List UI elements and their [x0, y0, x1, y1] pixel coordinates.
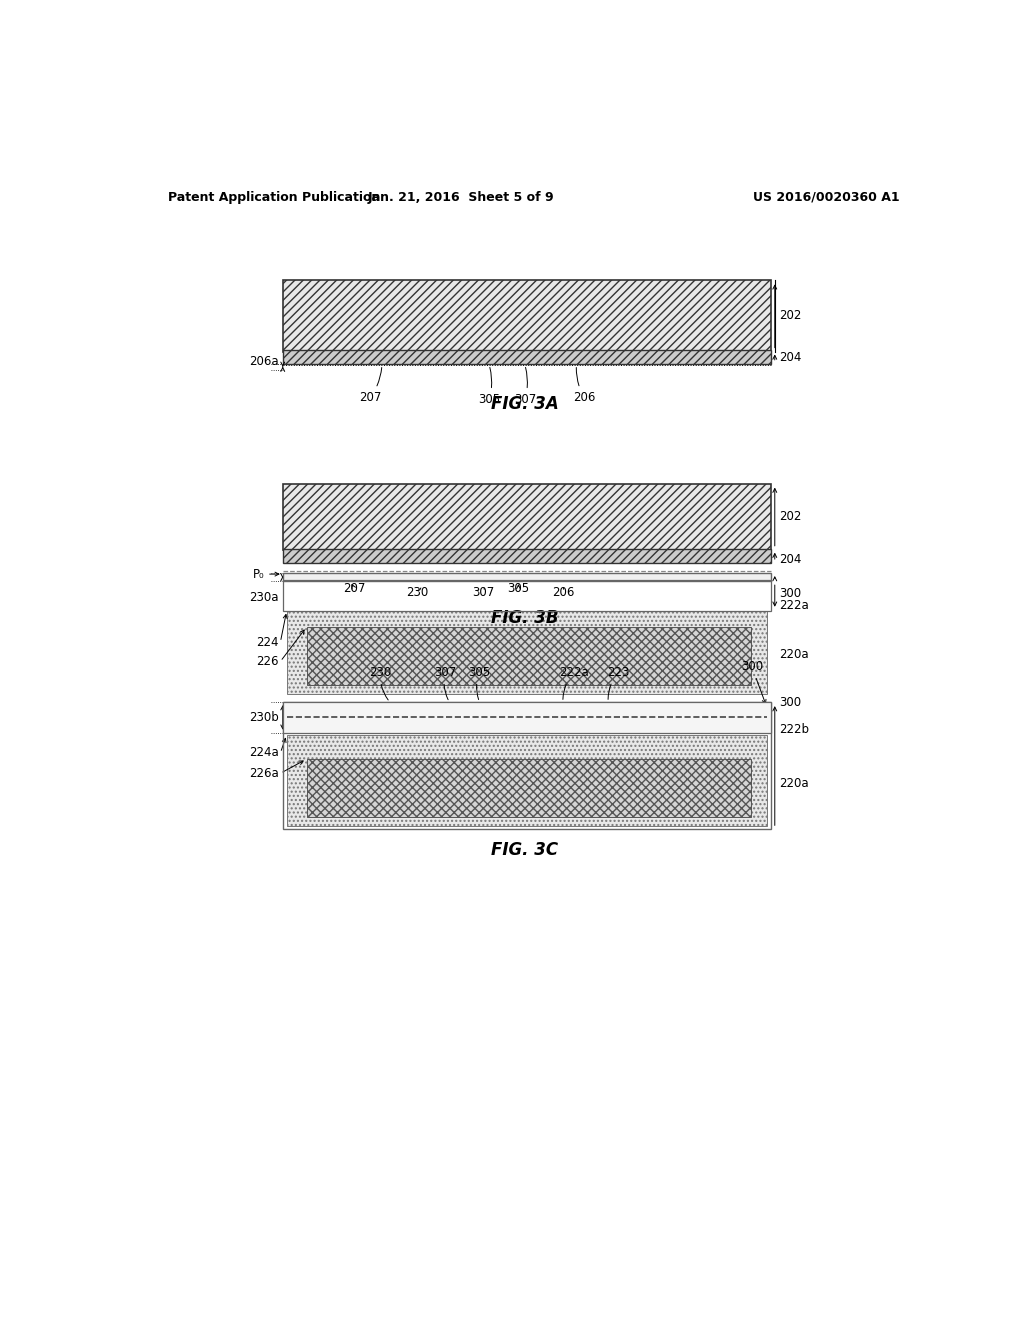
- Text: 305: 305: [478, 367, 500, 407]
- Text: 220a: 220a: [779, 648, 809, 661]
- Bar: [283, 483, 771, 549]
- Text: 305: 305: [507, 582, 529, 595]
- Text: 206a: 206a: [249, 355, 279, 368]
- Text: Patent Application Publication: Patent Application Publication: [168, 190, 380, 203]
- Text: 305: 305: [469, 665, 490, 700]
- Bar: [283, 351, 771, 364]
- Text: 300: 300: [779, 696, 802, 709]
- Bar: [283, 280, 771, 351]
- Text: 222b: 222b: [779, 723, 810, 737]
- Text: 230: 230: [407, 586, 429, 598]
- Text: 202: 202: [779, 510, 802, 523]
- Text: 226a: 226a: [249, 767, 279, 780]
- Text: Jan. 21, 2016  Sheet 5 of 9: Jan. 21, 2016 Sheet 5 of 9: [368, 190, 555, 203]
- Text: 300: 300: [779, 587, 802, 599]
- Text: 226: 226: [256, 655, 279, 668]
- Text: 307: 307: [514, 367, 536, 407]
- Text: 204: 204: [779, 553, 802, 566]
- Text: 202: 202: [779, 309, 802, 322]
- Text: 222a: 222a: [559, 665, 589, 700]
- Text: 206: 206: [573, 367, 596, 404]
- Text: 300: 300: [740, 660, 766, 704]
- Text: 224a: 224a: [249, 747, 279, 759]
- Text: 230: 230: [370, 665, 391, 700]
- Text: FIG. 3B: FIG. 3B: [492, 609, 558, 627]
- Text: 207: 207: [343, 582, 366, 595]
- Text: 222a: 222a: [779, 599, 809, 612]
- Text: 307: 307: [472, 586, 495, 598]
- Bar: [283, 702, 771, 829]
- Text: FIG. 3A: FIG. 3A: [490, 396, 559, 413]
- Bar: [283, 573, 771, 581]
- Bar: [287, 735, 767, 826]
- Bar: [306, 627, 751, 685]
- Bar: [283, 702, 771, 733]
- Text: 206: 206: [552, 586, 574, 598]
- Text: 230b: 230b: [249, 711, 279, 723]
- Text: 223: 223: [607, 665, 630, 700]
- Text: 204: 204: [779, 351, 802, 363]
- Text: 307: 307: [434, 665, 457, 700]
- Text: 230a: 230a: [249, 591, 279, 605]
- Text: P₀: P₀: [253, 568, 264, 581]
- Bar: [306, 759, 751, 817]
- Text: 224: 224: [256, 636, 279, 648]
- Text: FIG. 3C: FIG. 3C: [492, 841, 558, 858]
- Text: 220a: 220a: [779, 777, 809, 789]
- Bar: [283, 549, 771, 562]
- Bar: [287, 611, 767, 694]
- Text: 207: 207: [358, 367, 382, 404]
- Text: US 2016/0020360 A1: US 2016/0020360 A1: [753, 190, 900, 203]
- Bar: [283, 581, 771, 611]
